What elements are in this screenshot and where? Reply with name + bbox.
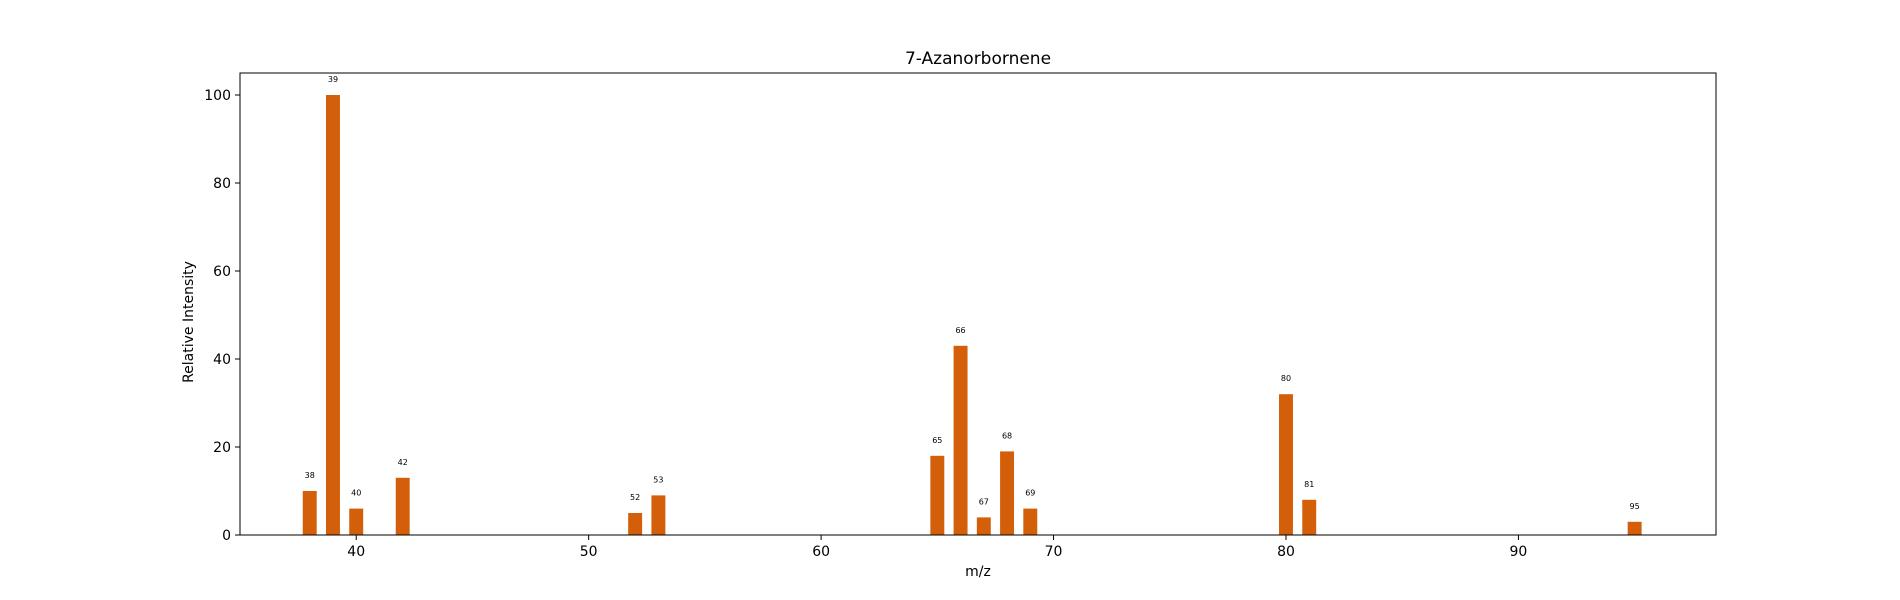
x-axis-label: m/z (965, 564, 991, 580)
bar-label-mz-38: 38 (305, 471, 315, 480)
bar-label-mz-80: 80 (1281, 374, 1291, 383)
bar-label-mz-65: 65 (932, 436, 942, 445)
y-tick-label: 0 (222, 528, 231, 544)
x-tick-label: 50 (580, 544, 598, 560)
bar-mz-65 (930, 455, 945, 535)
bar-mz-81 (1302, 499, 1317, 535)
bar-mz-42 (395, 477, 410, 535)
bar-mz-39 (326, 95, 340, 535)
y-tick-label: 100 (204, 88, 231, 104)
bar-label-mz-68: 68 (1002, 431, 1012, 440)
bar-label-mz-39: 39 (328, 75, 338, 84)
y-axis-label: Relative Intensity (181, 261, 197, 383)
bar-mz-38 (302, 491, 317, 535)
bar-label-mz-42: 42 (398, 458, 408, 467)
bars-group (302, 95, 1642, 535)
bar-mz-80 (1279, 394, 1293, 535)
bar-mz-68 (1000, 451, 1015, 535)
y-tick-label: 80 (213, 176, 231, 192)
bar-mz-95 (1627, 521, 1642, 535)
bar-mz-67 (976, 517, 991, 535)
bar-mz-40 (349, 508, 364, 535)
bar-label-mz-95: 95 (1630, 502, 1640, 511)
y-tick-label: 40 (213, 352, 231, 368)
bar-label-mz-53: 53 (653, 475, 663, 484)
bar-labels-group: 38 39 40 42 52 53 65 66 67 68 69 80 81 95 (305, 75, 1640, 511)
bar-mz-69 (1023, 508, 1038, 535)
bar-label-mz-40: 40 (351, 489, 361, 498)
x-tick-label: 60 (812, 544, 830, 560)
bar-mz-66 (953, 345, 968, 535)
plot-frame (239, 72, 1717, 536)
chart-title: 7-Azanorbornene (905, 49, 1051, 69)
bar-label-mz-69: 69 (1025, 489, 1035, 498)
y-tick-label: 20 (213, 440, 231, 456)
bar-mz-52 (628, 513, 643, 535)
bar-label-mz-81: 81 (1304, 480, 1314, 489)
bar-label-mz-66: 66 (955, 326, 965, 335)
x-tick-label: 70 (1045, 544, 1063, 560)
bar-mz-53 (651, 495, 666, 535)
x-tick-label: 90 (1510, 544, 1528, 560)
x-axis-ticks: 40 50 60 70 80 90 (347, 535, 1527, 560)
y-tick-label: 60 (213, 264, 231, 280)
bar-label-mz-52: 52 (630, 493, 640, 502)
y-axis-ticks: 0 20 40 60 80 100 (204, 88, 240, 544)
x-tick-label: 80 (1277, 544, 1295, 560)
bar-label-mz-67: 67 (979, 497, 989, 506)
x-tick-label: 40 (347, 544, 365, 560)
